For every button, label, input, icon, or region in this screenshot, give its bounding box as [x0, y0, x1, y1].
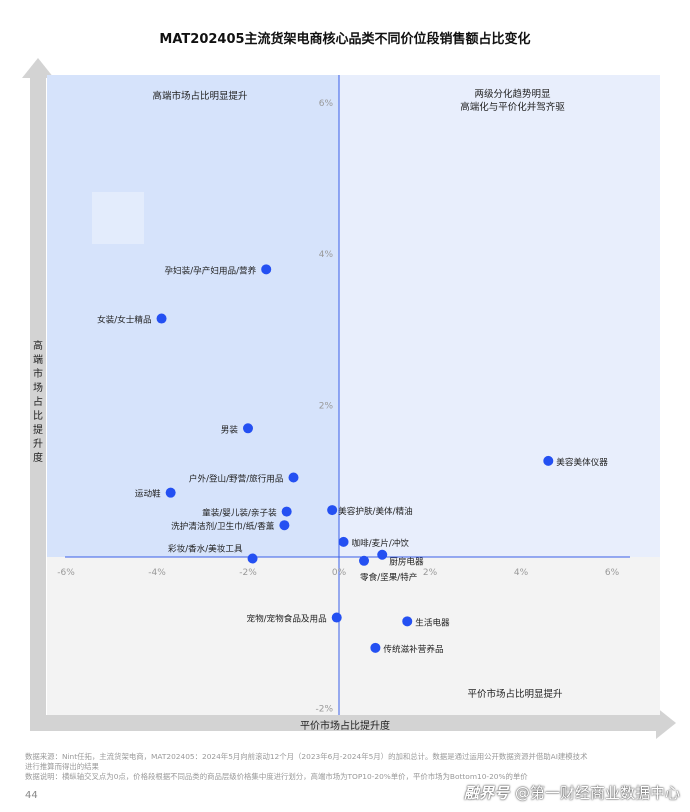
data-point [288, 472, 299, 483]
y-tick-label: 6% [319, 99, 334, 109]
data-point [279, 520, 290, 531]
y-arrow-head [22, 58, 54, 78]
data-point [327, 505, 338, 516]
data-point-label: 零食/坚果/特产 [360, 571, 417, 583]
y-axis-title: 高端市场占比提升度 [33, 341, 43, 464]
data-point [331, 612, 342, 623]
x-tick-label: 6% [605, 568, 620, 578]
data-point-label: 户外/登山/野营/旅行用品 [189, 473, 284, 485]
footer-brand: 融界号 @第一财经商业数据中心 [464, 782, 680, 803]
data-point-label: 运动鞋 [135, 488, 161, 500]
x-arrow-shaft [30, 715, 658, 731]
data-point [247, 553, 258, 564]
quadrant-label-top-right: 两级分化趋势明显 高端化与平价化并驾齐驱 [430, 88, 595, 114]
footnote-source-cont: 进行推算而得出的结果 [25, 762, 99, 771]
data-point-label: 宠物/宠物食品及用品 [246, 613, 326, 625]
y-tick-label: 4% [319, 250, 334, 260]
quadrant-top-right [339, 75, 660, 557]
data-point [402, 616, 413, 627]
data-point-label: 女装/女士精品 [97, 314, 151, 326]
quadrant-label-top-right-line1: 两级分化趋势明显 [474, 89, 551, 100]
y-tick-label: 2% [319, 402, 334, 412]
chart-title: MAT202405主流货架电商核心品类不同价位段销售额占比变化 [159, 32, 531, 47]
highlight-patch [92, 192, 144, 244]
data-point-label: 厨房电器 [389, 556, 424, 568]
data-point [156, 313, 167, 324]
quadrant-top-left [47, 75, 339, 557]
x-tick-label: -6% [57, 568, 75, 578]
data-point [338, 536, 349, 547]
data-point-label: 咖啡/麦片/冲饮 [352, 537, 410, 549]
data-point [370, 642, 381, 653]
quadrant-bottom [47, 557, 660, 715]
footnotes: 数据来源：Nint任拓，主流货架电商，MAT202405：2024年5月向前滚动… [25, 752, 675, 782]
footnote-explanation: 数据说明：横纵轴交叉点为0点，价格段根据不同品类的商品层级价格集中度进行划分，高… [25, 772, 528, 781]
x-arrow-head [656, 707, 676, 739]
data-point [359, 555, 370, 566]
data-point [261, 264, 272, 275]
y-tick-label: -2% [315, 704, 333, 714]
data-point-label: 洗护清洁剂/卫生巾/纸/香薰 [171, 520, 275, 532]
quadrant-label-top-right-line2: 高端化与平价化并驾齐驱 [460, 102, 565, 113]
x-axis-title: 平价市场占比提升度 [300, 721, 390, 732]
data-point-label: 童装/婴儿装/亲子装 [202, 507, 277, 519]
data-point-label: 传统滋补营养品 [383, 643, 443, 655]
page-number: 44 [25, 790, 38, 801]
x-tick-label: -4% [148, 568, 166, 578]
footer-logo: 融界号 [463, 784, 509, 802]
footer-brand-text: @第一财经商业数据中心 [514, 784, 680, 802]
x-tick-label: 2% [423, 568, 438, 578]
data-point-label: 美容护肤/美体/精油 [338, 505, 413, 517]
data-point-label: 男装 [221, 423, 239, 435]
x-tick-label: -2% [239, 568, 257, 578]
data-point-label: 孕妇装/孕产妇用品/营养 [164, 264, 256, 276]
data-point-label: 美容美体仪器 [556, 456, 608, 468]
data-point [243, 423, 253, 434]
quadrant-label-bottom-right: 平价市场占比明显提升 [467, 689, 563, 700]
data-point [543, 455, 554, 466]
data-point [377, 549, 388, 560]
x-tick-label: 4% [514, 568, 529, 578]
data-point [281, 506, 292, 517]
quadrant-label-top-left: 高端市场占比明显提升 [152, 91, 248, 102]
footnote-source: 数据来源：Nint任拓，主流货架电商，MAT202405：2024年5月向前滚动… [25, 752, 588, 761]
x-tick-label: 0% [332, 568, 347, 578]
data-point [165, 487, 176, 498]
data-point-label: 彩妆/香水/美妆工具 [168, 543, 243, 555]
data-point-label: 生活电器 [415, 616, 450, 628]
y-arrow-shaft [30, 78, 46, 730]
